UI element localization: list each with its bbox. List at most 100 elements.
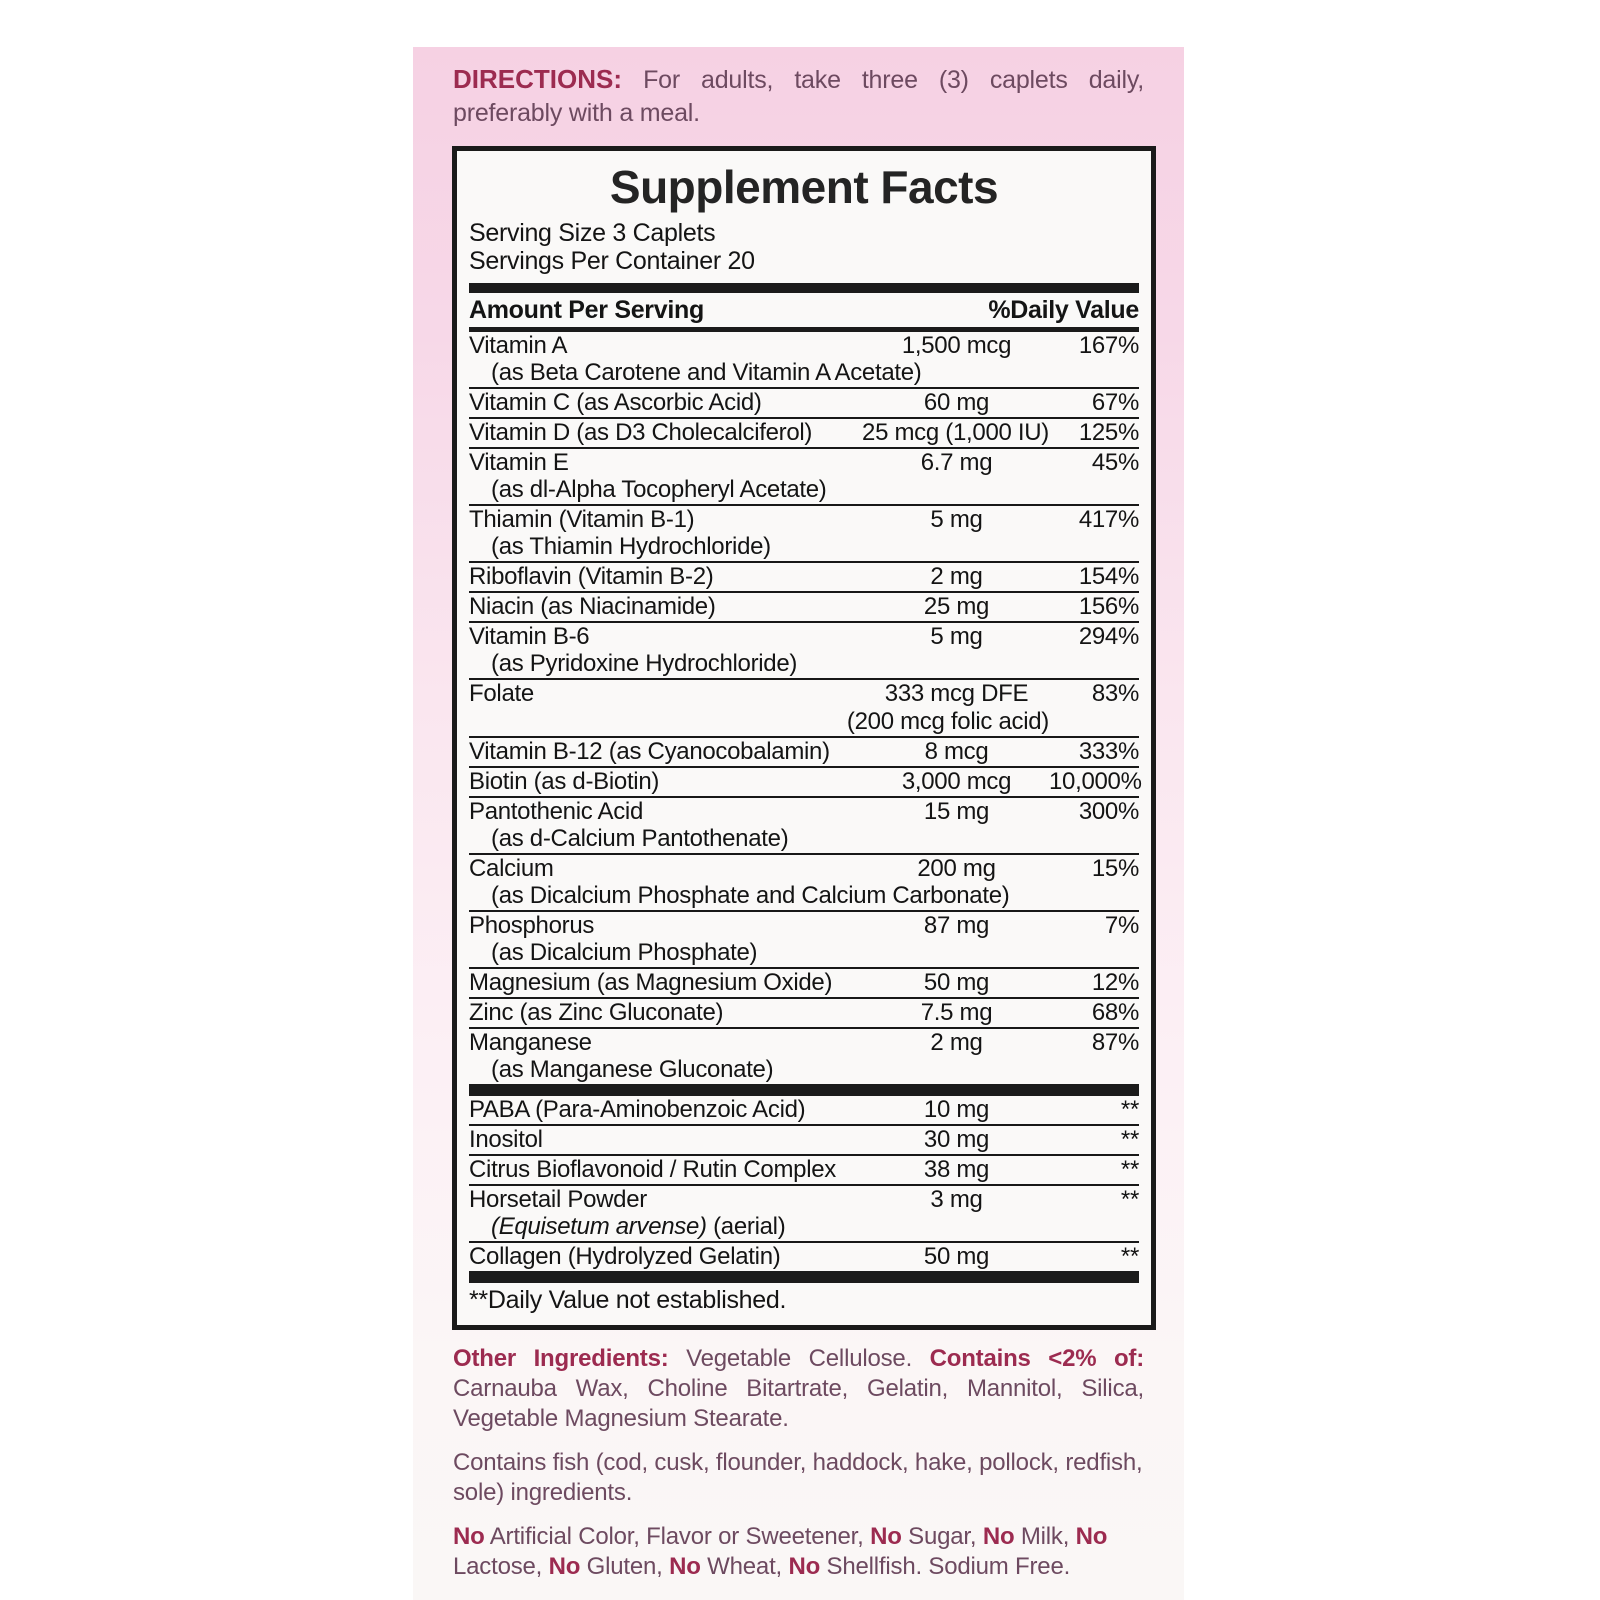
nutrient-name: Riboflavin (Vitamin B-2) xyxy=(469,563,714,590)
table-row: Vitamin C (as Ascorbic Acid) 60 mg 67% xyxy=(469,389,1139,419)
table-row: Vitamin B-12 (as Cyanocobalamin) 8 mcg 3… xyxy=(469,738,1139,768)
nutrient-daily-value: 10,000% xyxy=(1049,768,1142,795)
nutrient-daily-value: 333% xyxy=(1078,738,1139,765)
table-row: Calcium 200 mg 15% (as Dicalcium Phospha… xyxy=(469,855,1139,912)
nutrient-source: (as Dicalcium Phosphate and Calcium Carb… xyxy=(491,882,1010,909)
nutrient-amount: 38 mg xyxy=(923,1156,990,1183)
nutrient-amount: 333 mcg DFE xyxy=(884,680,1029,707)
nutrient-name: Vitamin C (as Ascorbic Acid) xyxy=(469,389,762,416)
table-row: Riboflavin (Vitamin B-2) 2 mg 154% xyxy=(469,563,1139,593)
divider-thick xyxy=(469,1084,1139,1096)
table-header: Amount Per Serving %Daily Value xyxy=(469,293,1139,327)
nutrient-amount: 200 mg xyxy=(917,855,996,882)
nutrient-daily-value: 45% xyxy=(1091,449,1139,476)
column-header-daily-value: %Daily Value xyxy=(988,296,1139,324)
nutrient-name: Citrus Bioflavonoid / Rutin Complex xyxy=(469,1156,836,1183)
no-label: No xyxy=(982,1523,1015,1550)
fish-statement: Contains fish (cod, cusk, flounder, hadd… xyxy=(453,1449,1143,1506)
nutrient-amount: 5 mg xyxy=(930,623,983,650)
nutrient-amount: 6.7 mg xyxy=(920,449,993,476)
nutrient-amount: 25 mg xyxy=(923,593,990,620)
nutrient-amount: 60 mg xyxy=(923,389,990,416)
supplement-label: DIRECTIONS: For adults, take three (3) c… xyxy=(413,47,1184,1600)
table-row: Horsetail Powder 3 mg ** (Equisetum arve… xyxy=(469,1186,1139,1243)
nutrient-daily-value: ** xyxy=(1120,1156,1139,1183)
nutrient-amount: 50 mg xyxy=(923,969,990,996)
daily-value-footnote: **Daily Value not established. xyxy=(469,1286,787,1314)
nutrient-amount: 3,000 mcg xyxy=(901,768,1012,795)
nutrient-name: Vitamin D (as D3 Cholecalciferol) xyxy=(469,419,813,446)
table-row: Vitamin D (as D3 Cholecalciferol) 25 mcg… xyxy=(469,419,1139,449)
supplement-facts-panel: Supplement Facts Serving Size 3 Caplets … xyxy=(452,146,1156,1330)
nutrient-daily-value: 83% xyxy=(1091,680,1139,707)
table-row: Phosphorus 87 mg 7% (as Dicalcium Phosph… xyxy=(469,912,1139,969)
nutrient-name: Magnesium (as Magnesium Oxide) xyxy=(469,969,833,996)
table-row: Manganese 2 mg 87% (as Manganese Glucona… xyxy=(469,1029,1139,1084)
nutrient-name: PABA (Para-Aminobenzoic Acid) xyxy=(469,1096,806,1123)
nutrient-name: Thiamin (Vitamin B-1) xyxy=(469,506,695,533)
nutrient-source: (as dl-Alpha Tocopheryl Acetate) xyxy=(491,476,827,503)
nutrient-name: Folate xyxy=(469,680,534,707)
nutrient-name: Vitamin A xyxy=(469,332,568,359)
nutrients-section: Vitamin A 1,500 mcg 167% (as Beta Carote… xyxy=(469,332,1142,1084)
nutrient-name: Vitamin E xyxy=(469,449,569,476)
botanical-name: (Equisetum arvense) xyxy=(491,1213,707,1240)
table-row: Vitamin A 1,500 mcg 167% (as Beta Carote… xyxy=(469,332,1139,389)
nutrient-daily-value: 294% xyxy=(1078,623,1139,650)
table-row: Magnesium (as Magnesium Oxide) 50 mg 12% xyxy=(469,969,1139,999)
divider-thick xyxy=(469,283,1139,293)
nutrient-amount: 15 mg xyxy=(923,798,990,825)
allergen-statement: No Artificial Color, Flavor or Sweetener… xyxy=(453,1523,1108,1580)
no-label: No xyxy=(548,1553,581,1580)
column-header-amount: Amount Per Serving xyxy=(469,296,704,324)
table-row: Zinc (as Zinc Gluconate) 7.5 mg 68% xyxy=(469,999,1139,1029)
nutrient-amount: 30 mg xyxy=(923,1126,990,1153)
nutrient-daily-value: ** xyxy=(1120,1186,1139,1213)
nutrient-amount: 5 mg xyxy=(930,506,983,533)
other-compounds-section: PABA (Para-Aminobenzoic Acid) 10 mg ** I… xyxy=(469,1096,1139,1271)
nutrient-daily-value: 68% xyxy=(1091,999,1139,1026)
other-ingredients-text: Vegetable Cellulose. xyxy=(668,1345,930,1372)
nutrient-name: Inositol xyxy=(469,1126,543,1153)
nutrient-daily-value: 67% xyxy=(1091,389,1139,416)
nutrient-amount: 50 mg xyxy=(923,1243,990,1270)
table-row: Inositol 30 mg ** xyxy=(469,1126,1139,1156)
nutrient-source: (as Dicalcium Phosphate) xyxy=(491,939,758,966)
contains-2pct-text: Carnauba Wax, Choline Bitartrate, Gelati… xyxy=(453,1375,1144,1432)
nutrient-amount: 7.5 mg xyxy=(920,999,993,1026)
table-row: Biotin (as d-Biotin) 3,000 mcg 10,000% xyxy=(469,768,1142,798)
nutrient-daily-value: 87% xyxy=(1091,1029,1139,1056)
nutrient-daily-value: ** xyxy=(1120,1096,1139,1123)
table-row: Citrus Bioflavonoid / Rutin Complex 38 m… xyxy=(469,1156,1139,1186)
nutrient-name: Pantothenic Acid xyxy=(469,798,643,825)
no-label: No xyxy=(788,1553,821,1580)
other-ingredients-label: Other Ingredients: xyxy=(453,1345,669,1372)
table-row: PABA (Para-Aminobenzoic Acid) 10 mg ** xyxy=(469,1096,1139,1126)
no-label: No xyxy=(1075,1523,1108,1550)
table-row: Folate 333 mcg DFE 83% (200 mcg folic ac… xyxy=(469,680,1139,738)
nutrient-source: (as Beta Carotene and Vitamin A Acetate) xyxy=(491,359,922,386)
nutrient-amount: 2 mg xyxy=(930,1029,983,1056)
nutrient-name: Vitamin B-6 xyxy=(469,623,590,650)
nutrient-source: (as Thiamin Hydrochloride) xyxy=(491,533,771,560)
table-row: Collagen (Hydrolyzed Gelatin) 50 mg ** xyxy=(469,1243,1139,1271)
servings-per-container: Servings Per Container 20 xyxy=(469,247,755,275)
directions-paragraph: DIRECTIONS: For adults, take three (3) c… xyxy=(453,63,1144,130)
nutrient-source: (as Pyridoxine Hydrochloride) xyxy=(491,650,798,677)
table-row: Vitamin E 6.7 mg 45% (as dl-Alpha Tocoph… xyxy=(469,449,1139,506)
nutrient-source: (as Manganese Gluconate) xyxy=(491,1056,774,1083)
no-label: No xyxy=(453,1523,485,1550)
nutrient-amount: 87 mg xyxy=(923,912,990,939)
table-row: Thiamin (Vitamin B-1) 5 mg 417% (as Thia… xyxy=(469,506,1139,563)
nutrient-amount: 10 mg xyxy=(923,1096,990,1123)
nutrient-name: Vitamin B-12 (as Cyanocobalamin) xyxy=(469,738,830,765)
nutrient-amount: 25 mcg (1,000 IU) xyxy=(862,419,1049,446)
other-ingredients-paragraph: Other Ingredients: Vegetable Cellulose. … xyxy=(453,1344,1144,1434)
directions-text: For adults, take three (3) caplets daily… xyxy=(453,66,1145,127)
nutrient-daily-value: ** xyxy=(1120,1243,1139,1270)
nutrient-daily-value: 7% xyxy=(1104,912,1139,939)
nutrient-daily-value: 156% xyxy=(1078,593,1139,620)
divider-medium xyxy=(469,327,1139,332)
nutrient-daily-value: 15% xyxy=(1091,855,1139,882)
